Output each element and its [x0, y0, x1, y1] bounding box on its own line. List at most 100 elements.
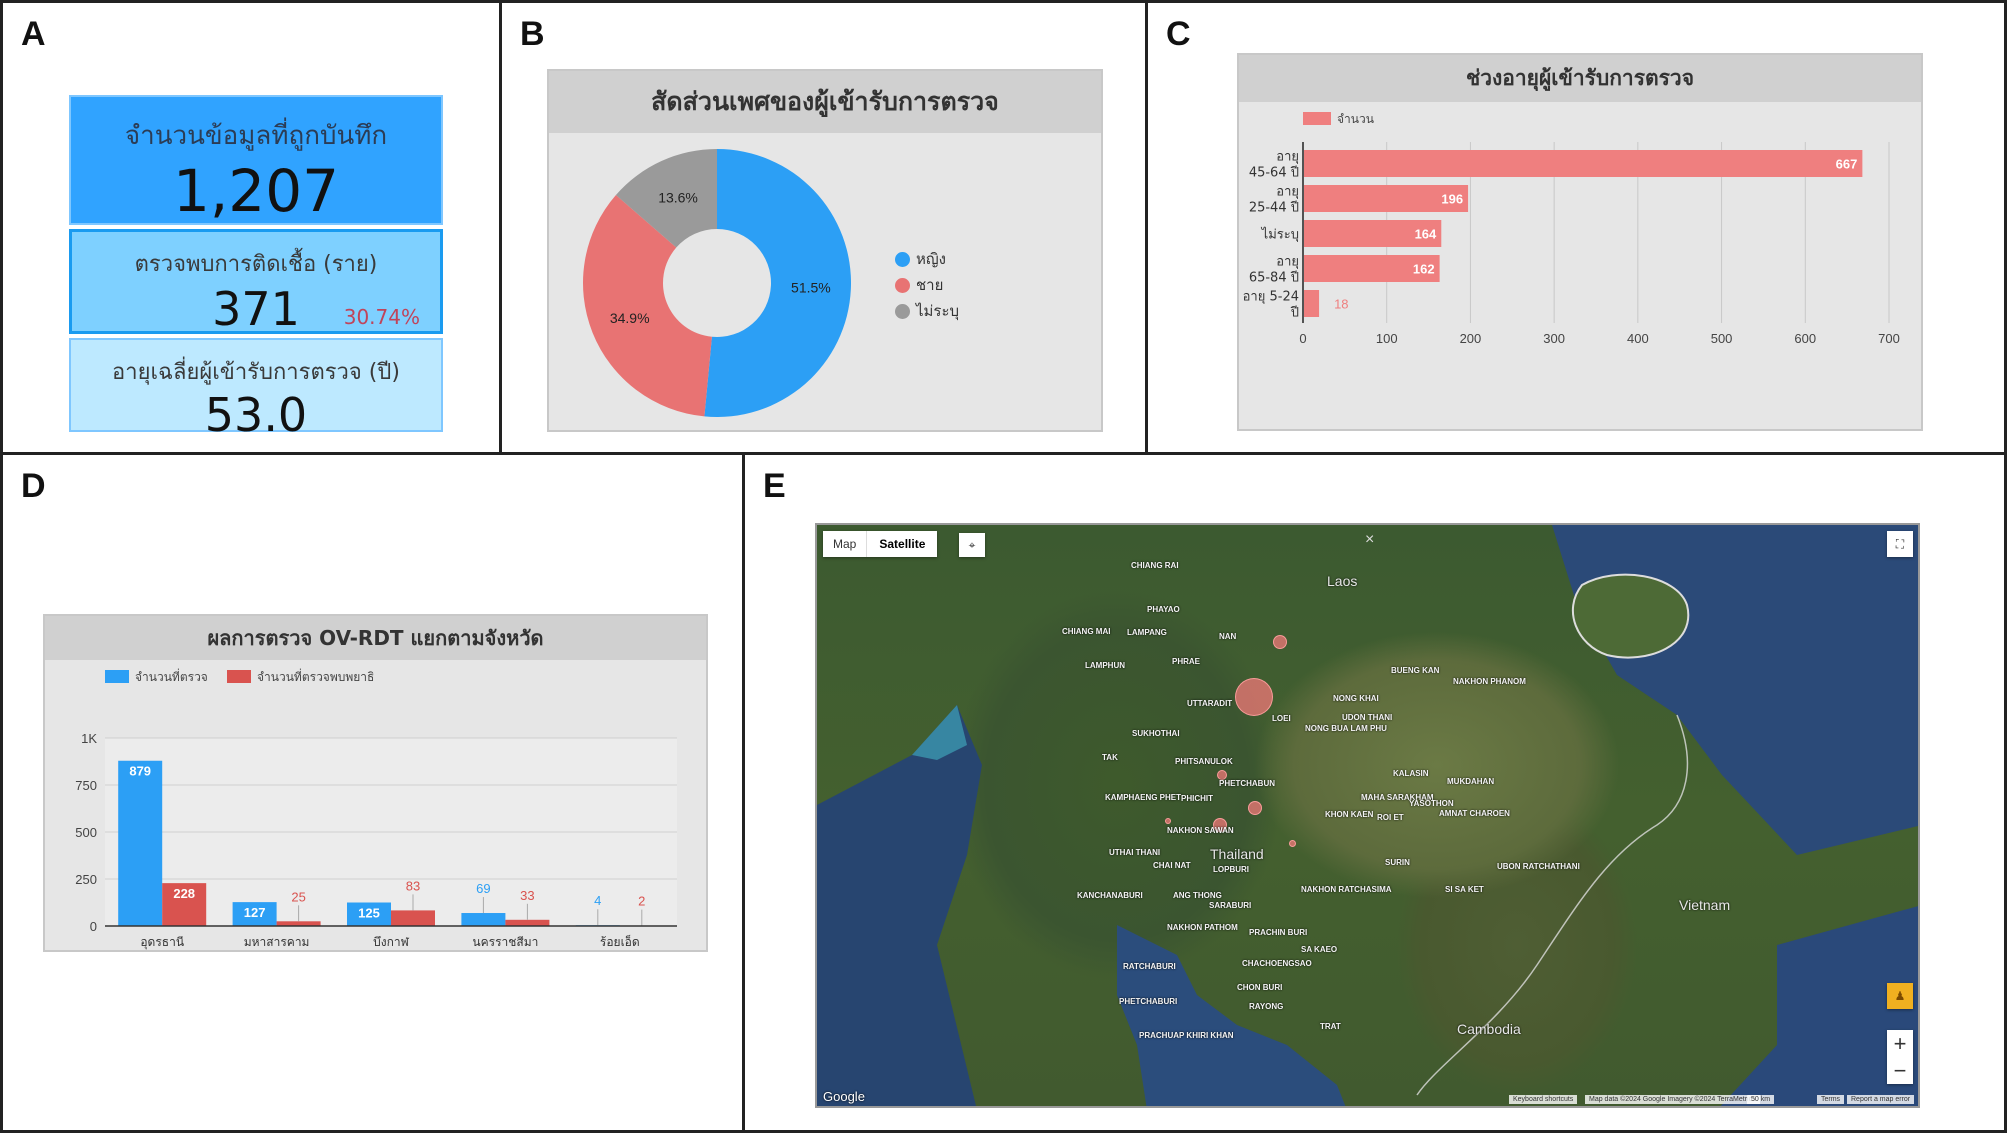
province-bar — [505, 919, 550, 926]
pie-slice-2 — [615, 149, 717, 248]
age-bar-value-label: 164 — [1415, 227, 1437, 242]
y-tick-label: 750 — [75, 778, 97, 793]
place-label: LAMPHUN — [1085, 661, 1125, 670]
province-bar-value-label: 879 — [129, 764, 151, 779]
pegman-button[interactable]: ♟ — [1887, 983, 1913, 1009]
legend-label-positive: จำนวนที่ตรวจพบพยาธิ — [257, 668, 374, 684]
place-label: LOEI — [1272, 714, 1291, 723]
age-bar — [1304, 255, 1440, 282]
province-category-label: ร้อยเอ็ด — [600, 934, 640, 949]
infected-stat-percent: 30.74% — [343, 305, 420, 329]
zoom-out-button[interactable]: − — [1893, 1058, 1907, 1083]
place-label: NAKHON PATHOM — [1167, 923, 1238, 932]
bubble-khon-kaen[interactable] — [1217, 770, 1227, 780]
place-label: NAKHON PHANOM — [1453, 677, 1526, 686]
gender-chart-card: สัดส่วนเพศของผู้เข้ารับการตรวจ 51.5% 34.9… — [547, 69, 1103, 432]
legend-label-count: จำนวน — [1337, 112, 1374, 126]
age-category-label: 65-84 ปี — [1249, 270, 1299, 286]
satellite-type-button[interactable]: Satellite — [879, 537, 926, 551]
zoom-control: + − — [1887, 1030, 1913, 1084]
bubble-udon-thani[interactable] — [1235, 678, 1273, 716]
legend-female-swatch — [895, 252, 910, 267]
terms-link[interactable]: Terms — [1817, 1095, 1845, 1104]
place-label: SURIN — [1385, 858, 1410, 867]
province-bar — [162, 883, 207, 926]
fullscreen-button[interactable]: ⛶ — [1887, 531, 1913, 557]
province-category-label: บึงกาฬ — [373, 935, 409, 949]
place-label: CHAI NAT — [1153, 861, 1191, 870]
place-label: CHIANG MAI — [1062, 627, 1111, 636]
y-tick-label: 0 — [90, 919, 97, 934]
country-label-vietnam: Vietnam — [1679, 897, 1731, 913]
bubble-bueng-kan[interactable] — [1273, 635, 1287, 649]
x-tick-label: 300 — [1543, 331, 1565, 346]
age-category-label: อายุ — [1276, 185, 1299, 200]
place-label: PHETCHABUN — [1219, 779, 1275, 788]
bubble-small[interactable] — [1165, 818, 1171, 824]
satellite-map[interactable]: Laos Thailand Cambodia Vietnam CHIANG RA… — [815, 523, 1920, 1108]
legend-item-female[interactable]: หญิง — [895, 247, 946, 271]
x-tick-label: 400 — [1627, 331, 1649, 346]
place-label: UTHAI THANI — [1109, 848, 1161, 857]
legend-swatch-positive — [227, 670, 251, 683]
age-category-label: อายุ 5-24 — [1243, 290, 1299, 305]
age-bar-value-label: 162 — [1413, 262, 1435, 277]
province-category-label: นครราชสีมา — [472, 935, 538, 949]
country-label-laos: Laos — [1327, 573, 1358, 589]
google-logo: Google — [823, 1089, 865, 1104]
avg-age-stat-card: อายุเฉลี่ยผู้เข้ารับการตรวจ (ปี) 53.0 — [69, 338, 443, 441]
x-tick-label: 600 — [1794, 331, 1816, 346]
zoom-in-button[interactable]: + — [1893, 1031, 1907, 1056]
place-label: KALASIN — [1393, 769, 1429, 778]
province-bar-value-label: 2 — [638, 894, 645, 909]
age-category-label: ไม่ระบุ — [1261, 227, 1299, 243]
panel-d: D ผลการตรวจ OV-RDT แยกตามจังหวัด จำนวนที… — [0, 452, 745, 1133]
legend-male-swatch — [895, 278, 910, 293]
legend-item-unspecified[interactable]: ไม่ระบุ — [895, 299, 959, 323]
report-error-link[interactable]: Report a map error — [1847, 1095, 1915, 1104]
pie-slice-label-2: 13.6% — [658, 189, 698, 205]
place-label: LOPBURI — [1213, 865, 1249, 874]
country-label-cambodia: Cambodia — [1457, 1021, 1521, 1037]
place-label: CHIANG RAI — [1131, 561, 1179, 570]
south-china-sea — [1720, 906, 1918, 1106]
age-category-label: 45-64 ปี — [1249, 165, 1299, 181]
scale-label[interactable]: 50 km — [1747, 1095, 1775, 1104]
province-bar — [232, 902, 277, 926]
close-icon[interactable]: × — [1365, 531, 1375, 548]
pie-slice-0 — [704, 149, 851, 417]
legend-unspecified-swatch — [895, 304, 910, 319]
gulf-of-tonkin — [1552, 525, 1918, 855]
bubble-maha-sarakham[interactable] — [1248, 801, 1262, 815]
x-tick-label: 100 — [1376, 331, 1398, 346]
map-type-button[interactable]: Map — [823, 531, 868, 557]
keyboard-shortcuts-link[interactable]: Keyboard shortcuts — [1509, 1095, 1578, 1104]
place-label: PHITSANULOK — [1175, 757, 1233, 766]
place-label: PHETCHABURI — [1119, 997, 1178, 1006]
place-label: PHAYAO — [1147, 605, 1180, 614]
bubble-roi-et[interactable] — [1289, 840, 1296, 847]
avg-age-stat-title: อายุเฉลี่ยผู้เข้ารับการตรวจ (ปี) — [112, 360, 400, 385]
age-bar — [1304, 220, 1442, 247]
place-label: YASOTHON — [1409, 799, 1454, 808]
y-tick-label: 1K — [81, 731, 97, 746]
age-category-label: ปี — [1290, 305, 1299, 321]
place-label: PRACHUAP KHIRI KHAN — [1139, 1031, 1234, 1040]
province-bar-value-label: 127 — [244, 905, 266, 920]
x-tick-label: 200 — [1460, 331, 1482, 346]
bubble-nakhon-ratchasima[interactable] — [1213, 818, 1227, 832]
place-label: MUKDAHAN — [1447, 777, 1495, 786]
place-label: PHICHIT — [1181, 794, 1213, 803]
country-label-thailand: Thailand — [1210, 846, 1264, 862]
x-tick-label: 500 — [1711, 331, 1733, 346]
location-button[interactable]: ⌖ — [959, 533, 985, 557]
panel-label-e: E — [763, 467, 786, 505]
legend-item-male[interactable]: ชาย — [895, 273, 943, 297]
legend-female-label: หญิง — [916, 250, 946, 268]
panel-label-c: C — [1166, 15, 1191, 53]
province-chart-card: ผลการตรวจ OV-RDT แยกตามจังหวัด จำนวนที่ต… — [43, 614, 708, 952]
place-label: MAHA SARAKHAM — [1361, 793, 1434, 802]
age-bar — [1304, 150, 1863, 177]
pie-slice-1 — [583, 195, 712, 417]
age-category-label: 25-44 ปี — [1249, 200, 1299, 216]
